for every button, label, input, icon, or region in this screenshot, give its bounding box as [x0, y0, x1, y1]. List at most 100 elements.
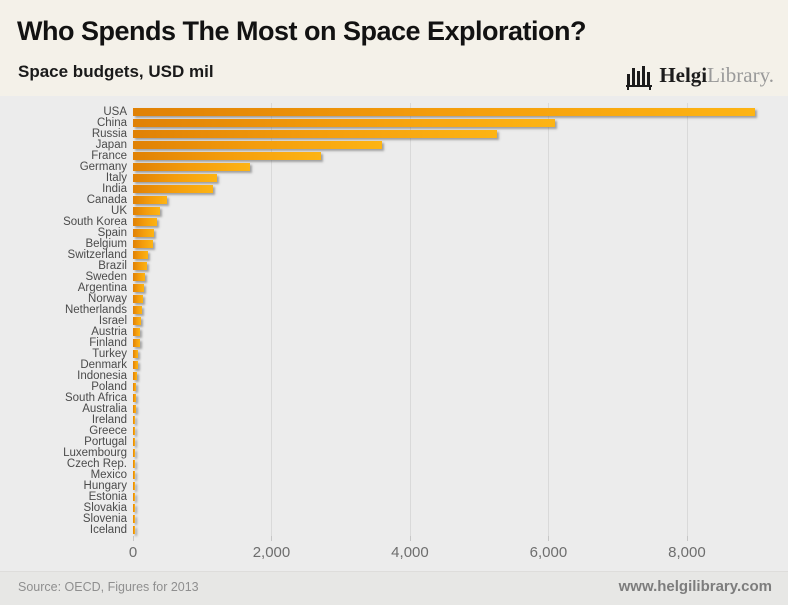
bar-row: [133, 294, 770, 305]
gridline-4000: [409, 103, 411, 536]
header: Who Spends The Most on Space Exploration…: [0, 0, 788, 96]
bar-greece: [133, 427, 135, 435]
bar-row: [133, 360, 770, 371]
bar-china: [133, 119, 555, 127]
bar-indonesia: [133, 372, 137, 380]
bar-row: [133, 217, 770, 228]
bar-uk: [133, 207, 160, 215]
bar-denmark: [133, 361, 138, 369]
bar-estonia: [133, 493, 135, 501]
bars: [133, 107, 770, 536]
bar-belgium: [133, 240, 153, 248]
bar-south-korea: [133, 218, 158, 226]
bar-row: [133, 316, 770, 327]
x-tick-label: 2,000: [252, 544, 291, 561]
category-label: USA: [103, 106, 127, 118]
category-label: Sweden: [85, 271, 127, 283]
category-label: Hungary: [83, 480, 127, 492]
category-label: Slovenia: [82, 513, 127, 525]
bar-sweden: [133, 273, 146, 281]
bar-row: [133, 525, 770, 536]
category-label: France: [91, 150, 127, 162]
axis-tick-mark: [133, 536, 134, 541]
category-label: Brazil: [98, 260, 127, 272]
bar-france: [133, 152, 321, 160]
bar-switzerland: [133, 251, 149, 259]
bar-row: [133, 206, 770, 217]
category-label: Portugal: [84, 436, 127, 448]
category-label: Netherlands: [64, 304, 127, 316]
category-label: Switzerland: [67, 249, 127, 261]
bar-russia: [133, 130, 497, 138]
category-label: Norway: [88, 293, 127, 305]
bar-norway: [133, 295, 143, 303]
bar-row: [133, 129, 770, 140]
category-label: Australia: [82, 403, 127, 415]
bar-row: [133, 305, 770, 316]
bar-poland: [133, 383, 137, 391]
bar-row: [133, 349, 770, 360]
category-label: Estonia: [88, 491, 127, 503]
bar-south-africa: [133, 394, 136, 402]
plot-area: [133, 103, 770, 541]
source-note: Source: OECD, Figures for 2013: [18, 580, 199, 594]
bar-row: [133, 151, 770, 162]
bar-luxembourg: [133, 449, 135, 457]
bar-row: [133, 338, 770, 349]
chart-area: USA China Russia Japan France Germany Italy Ind…: [0, 96, 788, 571]
category-label: UK: [111, 205, 127, 217]
category-label: Italy: [105, 172, 127, 184]
bar-netherlands: [133, 306, 142, 314]
category-label: Czech Rep.: [66, 458, 127, 470]
bar-row: [133, 371, 770, 382]
gridline-6000: [548, 103, 550, 536]
bar-italy: [133, 174, 218, 182]
chart-subtitle: Space budgets, USD mil: [18, 62, 214, 81]
bar-australia: [133, 405, 136, 413]
bar-row: [133, 228, 770, 239]
bar-mexico: [133, 471, 135, 479]
axis-tick-mark: [271, 536, 273, 541]
bar-argentina: [133, 284, 144, 292]
category-label: Spain: [97, 227, 127, 239]
bar-row: [133, 503, 770, 514]
bar-ireland: [133, 416, 136, 424]
bar-canada: [133, 196, 167, 204]
bar-finland: [133, 339, 140, 347]
bar-czech-rep-: [133, 460, 135, 468]
bar-row: [133, 437, 770, 448]
x-tick-label: 0: [128, 544, 138, 561]
helgi-library-logo[interactable]: HelgiLibrary.: [624, 58, 774, 92]
category-label: Slovakia: [83, 502, 127, 514]
x-tick-label: 6,000: [529, 544, 568, 561]
bar-row: [133, 492, 770, 503]
category-label: Finland: [89, 337, 127, 349]
bar-row: [133, 261, 770, 272]
bar-row: [133, 426, 770, 437]
category-label: Mexico: [90, 469, 127, 481]
axis-tick-mark: [548, 536, 550, 541]
category-label: Ireland: [91, 414, 127, 426]
logo-text: HelgiLibrary.: [659, 63, 774, 88]
bar-usa: [133, 108, 756, 116]
bar-row: [133, 250, 770, 261]
bar-row: [133, 448, 770, 459]
category-label: Poland: [91, 381, 127, 393]
category-label: Turkey: [92, 348, 127, 360]
bar-india: [133, 185, 213, 193]
bar-row: [133, 239, 770, 250]
bar-row: [133, 459, 770, 470]
bar-hungary: [133, 482, 135, 490]
category-label: India: [102, 183, 127, 195]
bar-row: [133, 393, 770, 404]
category-label: Iceland: [89, 524, 127, 536]
category-label: Luxembourg: [63, 447, 127, 459]
category-axis: USA China Russia Japan France Germany Italy Ind…: [0, 106, 127, 536]
logo-text-bold: Helgi: [659, 62, 708, 87]
website-link[interactable]: www.helgilibrary.com: [618, 578, 772, 595]
logo-text-light: Library.: [707, 62, 774, 87]
x-tick-label: 4,000: [391, 544, 429, 561]
bar-row: [133, 195, 770, 206]
bar-portugal: [133, 438, 135, 446]
